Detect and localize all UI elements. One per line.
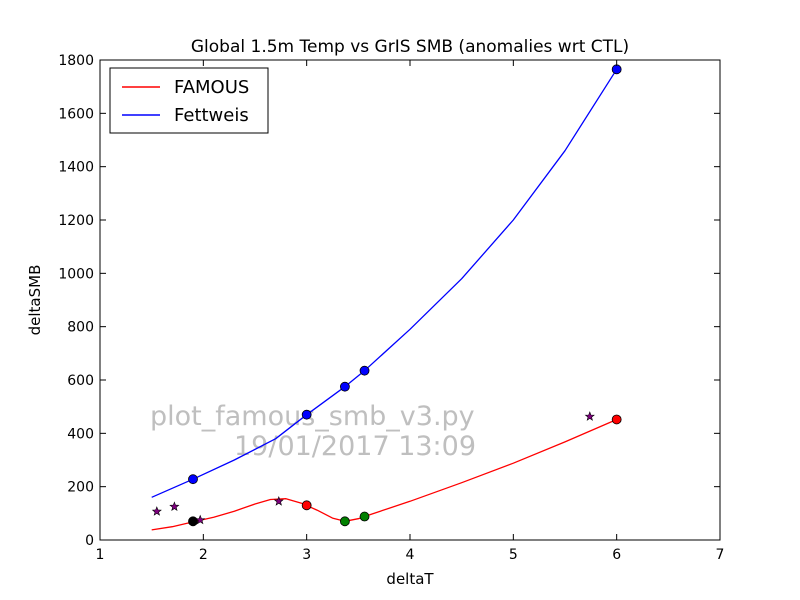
data-point-famous <box>359 511 370 522</box>
data-point-fettweis <box>188 474 198 485</box>
data-point-famous <box>301 500 312 511</box>
data-point-fettweis <box>359 365 370 376</box>
star-marker <box>169 501 180 511</box>
series-lines <box>151 68 618 531</box>
x-axis-label: deltaT <box>386 570 434 588</box>
data-point-fettweis <box>339 381 350 392</box>
y-tick-label: 1600 <box>58 106 94 122</box>
x-axis-ticks: 1 2 3 4 5 6 7 <box>96 60 725 563</box>
y-tick-label: 400 <box>67 426 94 442</box>
series-line-famous <box>151 418 617 531</box>
y-axis-label: deltaSMB <box>26 265 44 336</box>
watermark-timestamp: 19/01/2017 13:09 <box>234 431 476 462</box>
y-tick-label: 800 <box>67 320 94 336</box>
y-tick-label: 200 <box>67 480 94 496</box>
y-tick-label: 1200 <box>58 213 94 229</box>
y-tick-label: 0 <box>85 533 94 549</box>
y-tick-label: 1000 <box>58 266 94 282</box>
data-point-fettweis <box>611 64 622 75</box>
data-point-famous <box>339 516 350 527</box>
data-point-famous <box>611 414 622 425</box>
x-tick-label: 3 <box>302 547 311 563</box>
y-tick-label: 600 <box>67 373 94 389</box>
star-marker <box>273 495 284 506</box>
y-axis-ticks: 0 200 400 600 800 1000 1200 1400 1600 1800 <box>58 53 720 549</box>
star-marker <box>195 514 206 525</box>
star-marker <box>584 411 595 421</box>
star-markers <box>151 411 595 525</box>
y-tick-label: 1800 <box>58 53 94 69</box>
x-tick-label: 5 <box>509 547 518 563</box>
data-point-fettweis <box>301 409 312 420</box>
legend: FAMOUS Fettweis <box>109 67 269 134</box>
watermark-filename: plot_famous_smb_v3.py <box>150 401 475 432</box>
series-line-fettweis <box>151 68 618 498</box>
legend-label-fettweis: Fettweis <box>174 105 249 126</box>
chart-title: Global 1.5m Temp vs GrIS SMB (anomalies … <box>191 37 629 57</box>
x-tick-label: 6 <box>612 547 621 563</box>
series-markers <box>188 64 622 527</box>
x-tick-label: 2 <box>199 547 208 563</box>
star-marker <box>151 506 162 516</box>
y-tick-label: 1400 <box>58 160 94 176</box>
legend-label-famous: FAMOUS <box>174 77 249 98</box>
x-tick-label: 7 <box>716 547 725 563</box>
watermark: plot_famous_smb_v3.py 19/01/2017 13:09 <box>150 401 476 462</box>
x-tick-label: 4 <box>406 547 415 563</box>
data-point-famous <box>188 516 198 527</box>
legend-box <box>109 67 269 134</box>
x-tick-label: 1 <box>96 547 105 563</box>
